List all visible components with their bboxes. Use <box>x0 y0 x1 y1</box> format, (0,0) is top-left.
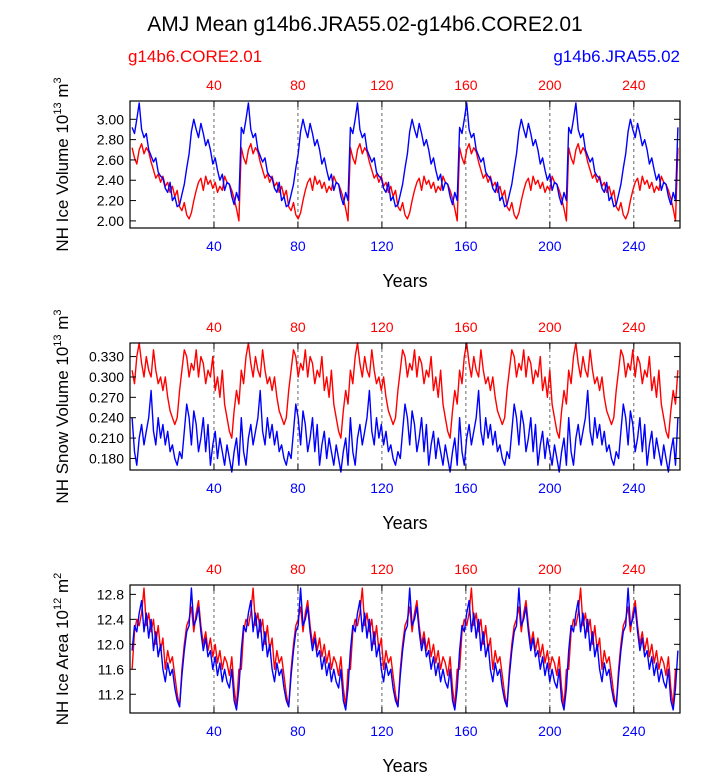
xtick-label-top: 240 <box>622 561 646 577</box>
series-line-g14b6.JRA55.02 <box>131 587 679 711</box>
legend-jra: g14b6.JRA55.02 <box>553 47 680 66</box>
series-line-g14b6.CORE2.01 <box>131 142 679 222</box>
plot-frame <box>129 584 681 714</box>
xtick-label-bottom: 80 <box>290 723 306 739</box>
ytick-label: 2.00 <box>97 213 124 229</box>
y-axis-label: NH Ice Volume 1013 m3 <box>52 77 72 251</box>
xtick-label-top: 120 <box>370 561 394 577</box>
ytick-label: 2.60 <box>97 152 124 168</box>
panel-1: 2.00 2.20 2.40 2.60 2.80 3.00 40 80 120 160 200 240… <box>52 77 681 291</box>
ytick-label: 2.40 <box>97 172 124 188</box>
xtick-label-bottom: 120 <box>370 723 394 739</box>
ytick-label: 3.00 <box>97 111 124 127</box>
xtick-label-top: 80 <box>290 77 306 93</box>
y-axis-label: NH Snow Volume 1013 m3 <box>52 309 72 503</box>
x-axis-label: Years <box>382 513 427 533</box>
xtick-label-bottom: 120 <box>370 480 394 496</box>
y-axis-label: NH Ice Area 1012 m2 <box>52 573 72 726</box>
series-line-g14b6.JRA55.02 <box>131 102 679 208</box>
xtick-label-top: 40 <box>206 77 222 93</box>
ytick-label: 11.2 <box>98 686 124 702</box>
chart-title: AMJ Mean g14b6.JRA55.02-g14b6.CORE2.01 <box>147 13 582 36</box>
xtick-label-bottom: 160 <box>454 238 478 254</box>
xtick-label-top: 160 <box>454 319 478 335</box>
xtick-label-top: 240 <box>622 319 646 335</box>
xtick-label-bottom: 80 <box>290 238 306 254</box>
xtick-label-top: 160 <box>454 77 478 93</box>
ytick-label: 0.180 <box>89 450 124 466</box>
series-line-g14b6.CORE2.01 <box>131 342 679 439</box>
xtick-label-bottom: 40 <box>206 238 222 254</box>
xtick-label-top: 160 <box>454 561 478 577</box>
xtick-label-bottom: 200 <box>538 723 562 739</box>
xtick-label-top: 40 <box>206 319 222 335</box>
xtick-label-top: 80 <box>290 561 306 577</box>
ytick-label: 12.0 <box>97 636 124 652</box>
xtick-label-top: 200 <box>538 77 562 93</box>
panels: 2.00 2.20 2.40 2.60 2.80 3.00 40 80 120 160 200 240… <box>52 77 681 775</box>
xtick-label-top: 240 <box>622 77 646 93</box>
xtick-label-top: 40 <box>206 561 222 577</box>
xtick-label-bottom: 240 <box>622 480 646 496</box>
xtick-label-bottom: 240 <box>622 723 646 739</box>
ytick-label: 11.6 <box>98 661 124 677</box>
xtick-label-top: 200 <box>538 319 562 335</box>
xtick-label-bottom: 40 <box>206 723 222 739</box>
xtick-label-top: 120 <box>370 77 394 93</box>
plot-frame <box>129 100 681 229</box>
panel-3: 11.2 11.6 12.0 12.4 12.8 40 80 120 160 200 240 40 80… <box>52 561 681 775</box>
series-line-g14b6.JRA55.02 <box>131 389 679 473</box>
xtick-label-bottom: 160 <box>454 723 478 739</box>
xtick-label-top: 200 <box>538 561 562 577</box>
ytick-label: 0.270 <box>89 389 124 405</box>
ytick-label: 0.330 <box>89 349 124 365</box>
x-axis-label: Years <box>382 271 427 291</box>
panel-2: 0.180 0.210 0.240 0.270 0.300 0.330 40 80 120 160… <box>52 309 681 533</box>
xtick-label-bottom: 80 <box>290 480 306 496</box>
xtick-label-top: 120 <box>370 319 394 335</box>
xtick-label-top: 80 <box>290 319 306 335</box>
ytick-label: 2.80 <box>97 132 124 148</box>
xtick-label-bottom: 240 <box>622 238 646 254</box>
x-axis-label: Years <box>382 756 427 775</box>
ytick-label: 2.20 <box>97 193 124 209</box>
xtick-label-bottom: 120 <box>370 238 394 254</box>
ytick-label: 0.300 <box>89 369 124 385</box>
plot-frame <box>129 342 681 471</box>
xtick-label-bottom: 40 <box>206 480 222 496</box>
legend-core: g14b6.CORE2.01 <box>128 47 262 66</box>
ytick-label: 0.210 <box>89 430 124 446</box>
xtick-label-bottom: 160 <box>454 480 478 496</box>
ytick-label: 12.8 <box>97 586 124 602</box>
ytick-label: 12.4 <box>97 611 124 627</box>
xtick-label-bottom: 200 <box>538 238 562 254</box>
ytick-label: 0.240 <box>89 410 124 426</box>
xtick-label-bottom: 200 <box>538 480 562 496</box>
